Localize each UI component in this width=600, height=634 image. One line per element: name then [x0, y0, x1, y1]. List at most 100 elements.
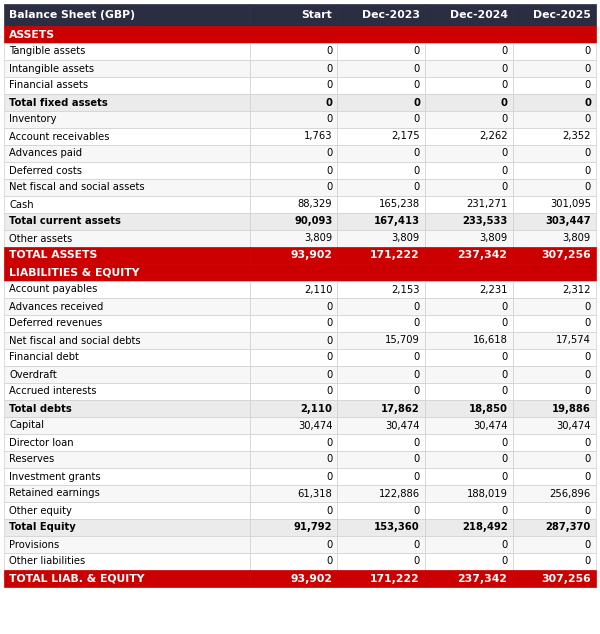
- Text: 0: 0: [501, 183, 508, 193]
- Text: 88,329: 88,329: [298, 200, 332, 209]
- Bar: [4, 162, 250, 179]
- Bar: [4, 383, 250, 400]
- Text: Financial debt: Financial debt: [9, 353, 79, 363]
- Text: Retained earnings: Retained earnings: [9, 489, 100, 498]
- Text: 2,262: 2,262: [479, 131, 508, 141]
- Text: 2,110: 2,110: [304, 285, 332, 295]
- Text: 93,902: 93,902: [290, 250, 332, 261]
- Text: 0: 0: [413, 318, 420, 328]
- Bar: [250, 281, 337, 298]
- Text: 0: 0: [585, 148, 591, 158]
- Bar: [4, 315, 250, 332]
- Bar: [512, 536, 596, 553]
- Text: 90,093: 90,093: [294, 216, 332, 226]
- Bar: [337, 332, 425, 349]
- Bar: [250, 434, 337, 451]
- Bar: [425, 570, 512, 587]
- Bar: [337, 298, 425, 315]
- Bar: [512, 434, 596, 451]
- Text: 0: 0: [501, 370, 508, 380]
- Text: TOTAL LIAB. & EQUITY: TOTAL LIAB. & EQUITY: [9, 574, 145, 583]
- Bar: [425, 332, 512, 349]
- Bar: [4, 519, 250, 536]
- Bar: [512, 162, 596, 179]
- Bar: [250, 162, 337, 179]
- Bar: [425, 77, 512, 94]
- Text: 0: 0: [326, 302, 332, 311]
- Bar: [512, 298, 596, 315]
- Text: 0: 0: [585, 370, 591, 380]
- Text: Provisions: Provisions: [9, 540, 59, 550]
- Text: Advances paid: Advances paid: [9, 148, 82, 158]
- Text: Accrued interests: Accrued interests: [9, 387, 97, 396]
- Text: 0: 0: [326, 148, 332, 158]
- Bar: [4, 128, 250, 145]
- Text: 0: 0: [413, 472, 420, 481]
- Bar: [337, 77, 425, 94]
- Text: 167,413: 167,413: [374, 216, 420, 226]
- Bar: [250, 4, 337, 26]
- Bar: [4, 111, 250, 128]
- Text: 0: 0: [413, 148, 420, 158]
- Bar: [337, 230, 425, 247]
- Bar: [4, 298, 250, 315]
- Bar: [250, 400, 337, 417]
- Text: 301,095: 301,095: [550, 200, 591, 209]
- Bar: [337, 349, 425, 366]
- Text: 0: 0: [413, 455, 420, 465]
- Text: Balance Sheet (GBP): Balance Sheet (GBP): [9, 10, 135, 20]
- Bar: [337, 417, 425, 434]
- Bar: [250, 451, 337, 468]
- Bar: [337, 366, 425, 383]
- Bar: [337, 60, 425, 77]
- Bar: [4, 179, 250, 196]
- Text: 0: 0: [413, 353, 420, 363]
- Text: ASSETS: ASSETS: [9, 30, 55, 39]
- Text: 0: 0: [413, 302, 420, 311]
- Bar: [425, 196, 512, 213]
- Text: 2,110: 2,110: [301, 403, 332, 413]
- Bar: [4, 43, 250, 60]
- Bar: [425, 434, 512, 451]
- Bar: [337, 536, 425, 553]
- Text: Other equity: Other equity: [9, 505, 72, 515]
- Text: 0: 0: [585, 505, 591, 515]
- Text: Account payables: Account payables: [9, 285, 97, 295]
- Text: 0: 0: [326, 115, 332, 124]
- Text: 0: 0: [413, 183, 420, 193]
- Bar: [4, 4, 250, 26]
- Bar: [425, 94, 512, 111]
- Text: Investment grants: Investment grants: [9, 472, 101, 481]
- Text: Advances received: Advances received: [9, 302, 103, 311]
- Text: Net fiscal and social debts: Net fiscal and social debts: [9, 335, 140, 346]
- Bar: [4, 570, 250, 587]
- Bar: [512, 451, 596, 468]
- Text: Other liabilities: Other liabilities: [9, 557, 85, 567]
- Bar: [250, 570, 337, 587]
- Text: 0: 0: [326, 505, 332, 515]
- Text: 0: 0: [326, 46, 332, 56]
- Text: Overdraft: Overdraft: [9, 370, 57, 380]
- Text: 0: 0: [585, 302, 591, 311]
- Text: 0: 0: [585, 318, 591, 328]
- Text: 0: 0: [501, 115, 508, 124]
- Bar: [4, 502, 250, 519]
- Text: 0: 0: [585, 183, 591, 193]
- Bar: [425, 315, 512, 332]
- Bar: [250, 298, 337, 315]
- Text: Account receivables: Account receivables: [9, 131, 110, 141]
- Text: 0: 0: [326, 557, 332, 567]
- Bar: [4, 213, 250, 230]
- Bar: [512, 502, 596, 519]
- Text: Total Equity: Total Equity: [9, 522, 76, 533]
- Bar: [512, 196, 596, 213]
- Bar: [337, 4, 425, 26]
- Text: Financial assets: Financial assets: [9, 81, 88, 91]
- Text: 16,618: 16,618: [473, 335, 508, 346]
- Text: 0: 0: [326, 472, 332, 481]
- Text: Deferred costs: Deferred costs: [9, 165, 82, 176]
- Bar: [337, 128, 425, 145]
- Text: 303,447: 303,447: [545, 216, 591, 226]
- Bar: [512, 366, 596, 383]
- Bar: [4, 366, 250, 383]
